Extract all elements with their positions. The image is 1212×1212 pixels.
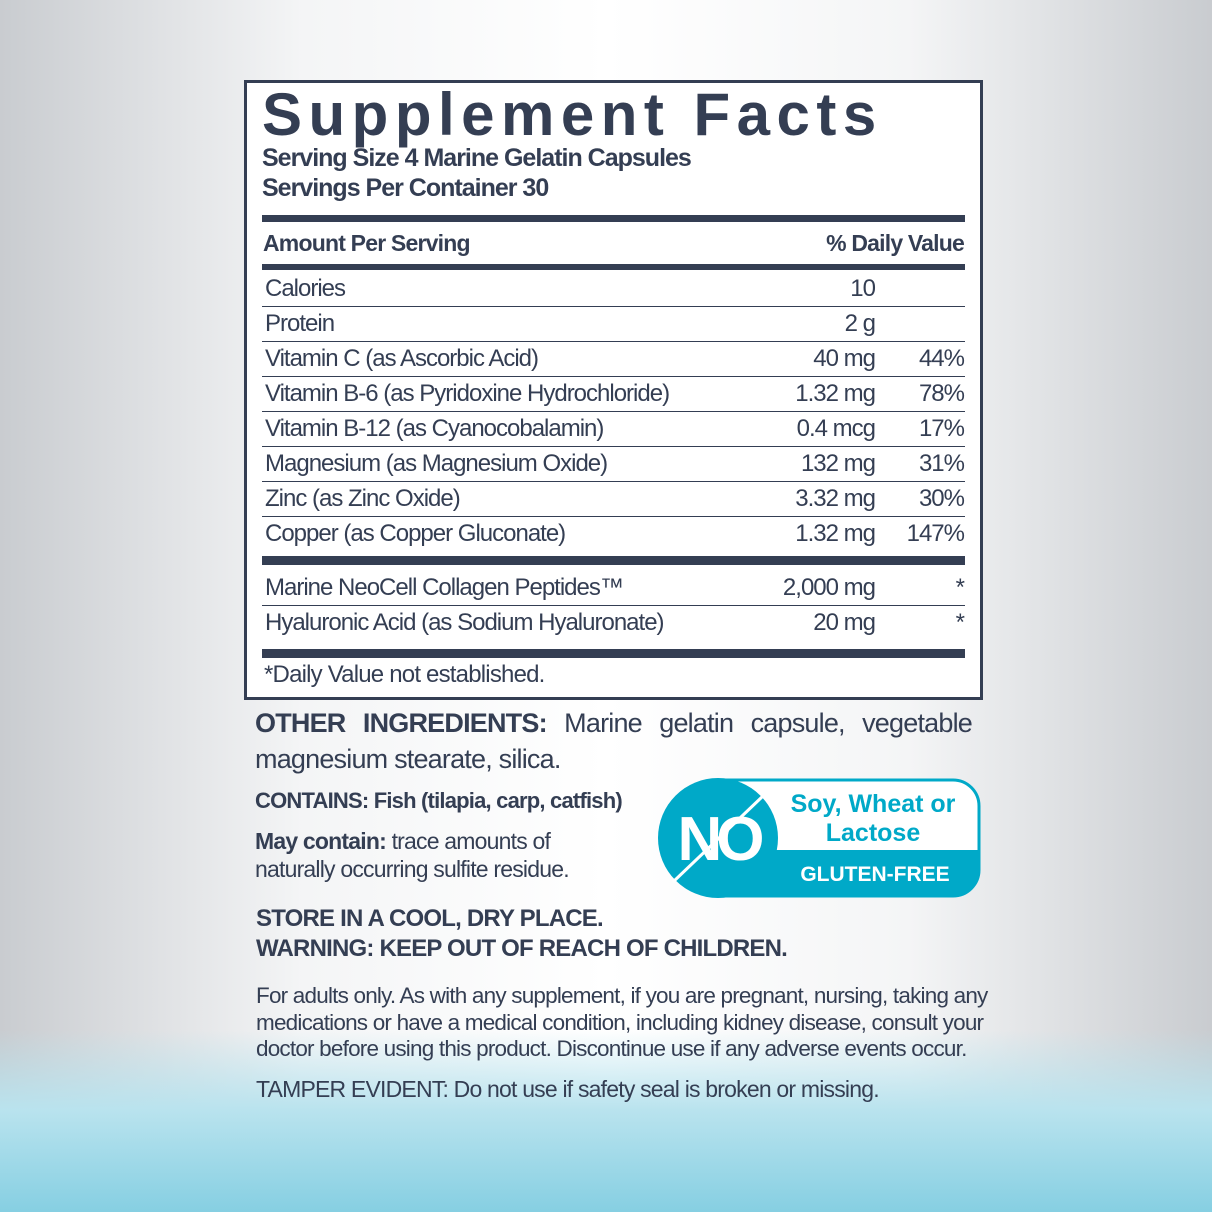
nutrient-amount: 20 mg (813, 609, 876, 636)
nutrient-name: Magnesium (as Magnesium Oxide) (265, 450, 608, 477)
nutrient-name: Vitamin B-6 (as Pyridoxine Hydrochloride… (265, 380, 670, 407)
nutrient-amount: 3.32 mg (795, 485, 876, 512)
facts-title: Supplement Facts (262, 81, 883, 148)
nutrient-daily-value: 17% (918, 415, 965, 442)
nutrient-daily-value: 44% (918, 345, 965, 372)
badge-line2: Lactose (826, 819, 921, 847)
nutrient-daily-value: * (955, 609, 965, 636)
divider (262, 264, 965, 270)
nutrient-row: Magnesium (as Magnesium Oxide) 132 mg 31% (262, 447, 965, 482)
nutrient-name: Zinc (as Zinc Oxide) (265, 485, 461, 512)
nutrient-name: Marine NeoCell Collagen Peptides™ (265, 574, 624, 601)
may-contain-label: May contain: (255, 828, 387, 854)
nutrient-row: Hyaluronic Acid (as Sodium Hyaluronate) 2… (262, 606, 965, 641)
nutrient-daily-value: 147% (906, 520, 965, 547)
serving-size: Serving Size 4 Marine Gelatin Capsules (262, 144, 692, 172)
dv-header: % Daily Value (826, 230, 965, 256)
nutrient-daily-value: 31% (918, 450, 965, 477)
storage: STORE IN A COOL, DRY PLACE. (256, 905, 604, 932)
tamper-notice: TAMPER EVIDENT: Do not use if safety sea… (256, 1076, 880, 1102)
nutrient-row: Calories 10 (262, 272, 965, 307)
badge-no: NO (678, 805, 763, 874)
other-ingredients-label: OTHER INGREDIENTS: (255, 708, 548, 738)
nutrient-row: Protein 2 g (262, 307, 965, 342)
amount-header: Amount Per Serving (263, 230, 471, 256)
nutrient-amount: 2,000 mg (782, 574, 876, 601)
nutrient-row: Zinc (as Zinc Oxide) 3.32 mg 30% (262, 482, 965, 517)
supplement-facts-panel (244, 80, 983, 700)
nutrient-name: Copper (as Copper Gluconate) (265, 520, 566, 547)
divider (262, 215, 965, 222)
badge-gluten-free: GLUTEN-FREE (800, 863, 949, 886)
nutrient-name: Calories (265, 275, 346, 302)
nutrient-amount: 2 g (844, 310, 876, 337)
divider (262, 556, 965, 565)
may-contain: May contain: trace amounts of (255, 828, 551, 855)
nutrient-daily-value: * (955, 574, 965, 601)
divider (262, 649, 965, 658)
slash-icon (671, 794, 765, 884)
nutrient-amount: 40 mg (813, 345, 876, 372)
servings-per-container: Servings Per Container 30 (262, 174, 549, 202)
may-contain-text: trace amounts of (385, 828, 551, 854)
nutrient-row: Vitamin B-6 (as Pyridoxine Hydrochloride… (262, 377, 965, 412)
nutrient-name: Vitamin C (as Ascorbic Acid) (265, 345, 539, 372)
nutrient-row: Copper (as Copper Gluconate) 1.32 mg 147% (262, 517, 965, 552)
warning: WARNING: KEEP OUT OF REACH OF CHILDREN. (256, 935, 788, 962)
nutrient-amount: 132 mg (800, 450, 876, 477)
other-ingredients: OTHER INGREDIENTS: Marine gelatin capsul… (255, 708, 973, 739)
adults-line: medications or have a medical condition,… (256, 1009, 984, 1035)
adults-line: doctor before using this product. Discon… (256, 1036, 967, 1061)
allergen-free-badge: NO Soy, Wheat or Lactose GLUTEN-FREE (658, 778, 981, 898)
footnote: *Daily Value not established. (264, 661, 545, 688)
nutrient-amount: 1.32 mg (795, 520, 876, 547)
nutrient-amount: 10 (850, 275, 876, 302)
other-ingredients-line2: magnesium stearate, silica. (255, 744, 561, 774)
nutrient-row: Marine NeoCell Collagen Peptides™ 2,000 m… (262, 571, 965, 606)
nutrient-row: Vitamin B-12 (as Cyanocobalamin) 0.4 mcg 1… (262, 412, 965, 447)
nutrient-row: Vitamin C (as Ascorbic Acid) 40 mg 44% (262, 342, 965, 377)
nutrient-amount: 1.32 mg (795, 380, 876, 407)
nutrient-name: Protein (265, 310, 335, 337)
other-ingredients-text: Marine gelatin capsule, vegetable (564, 708, 973, 738)
adults-notice: For adults only. As with any supplement,… (256, 983, 988, 1063)
badge-line1: Soy, Wheat or (791, 790, 956, 818)
adults-line: For adults only. As with any supplement,… (256, 983, 988, 1008)
nutrient-name: Hyaluronic Acid (as Sodium Hyaluronate) (265, 609, 665, 636)
contains: CONTAINS: Fish (tilapia, carp, catfish) (255, 788, 623, 813)
badge-band (718, 850, 979, 896)
nutrient-daily-value: 78% (918, 380, 965, 407)
nutrient-name: Vitamin B-12 (as Cyanocobalamin) (265, 415, 604, 442)
nutrient-daily-value: 30% (918, 485, 965, 512)
may-contain-line2: naturally occurring sulfite residue. (255, 856, 570, 882)
nutrient-amount: 0.4 mcg (796, 415, 876, 442)
